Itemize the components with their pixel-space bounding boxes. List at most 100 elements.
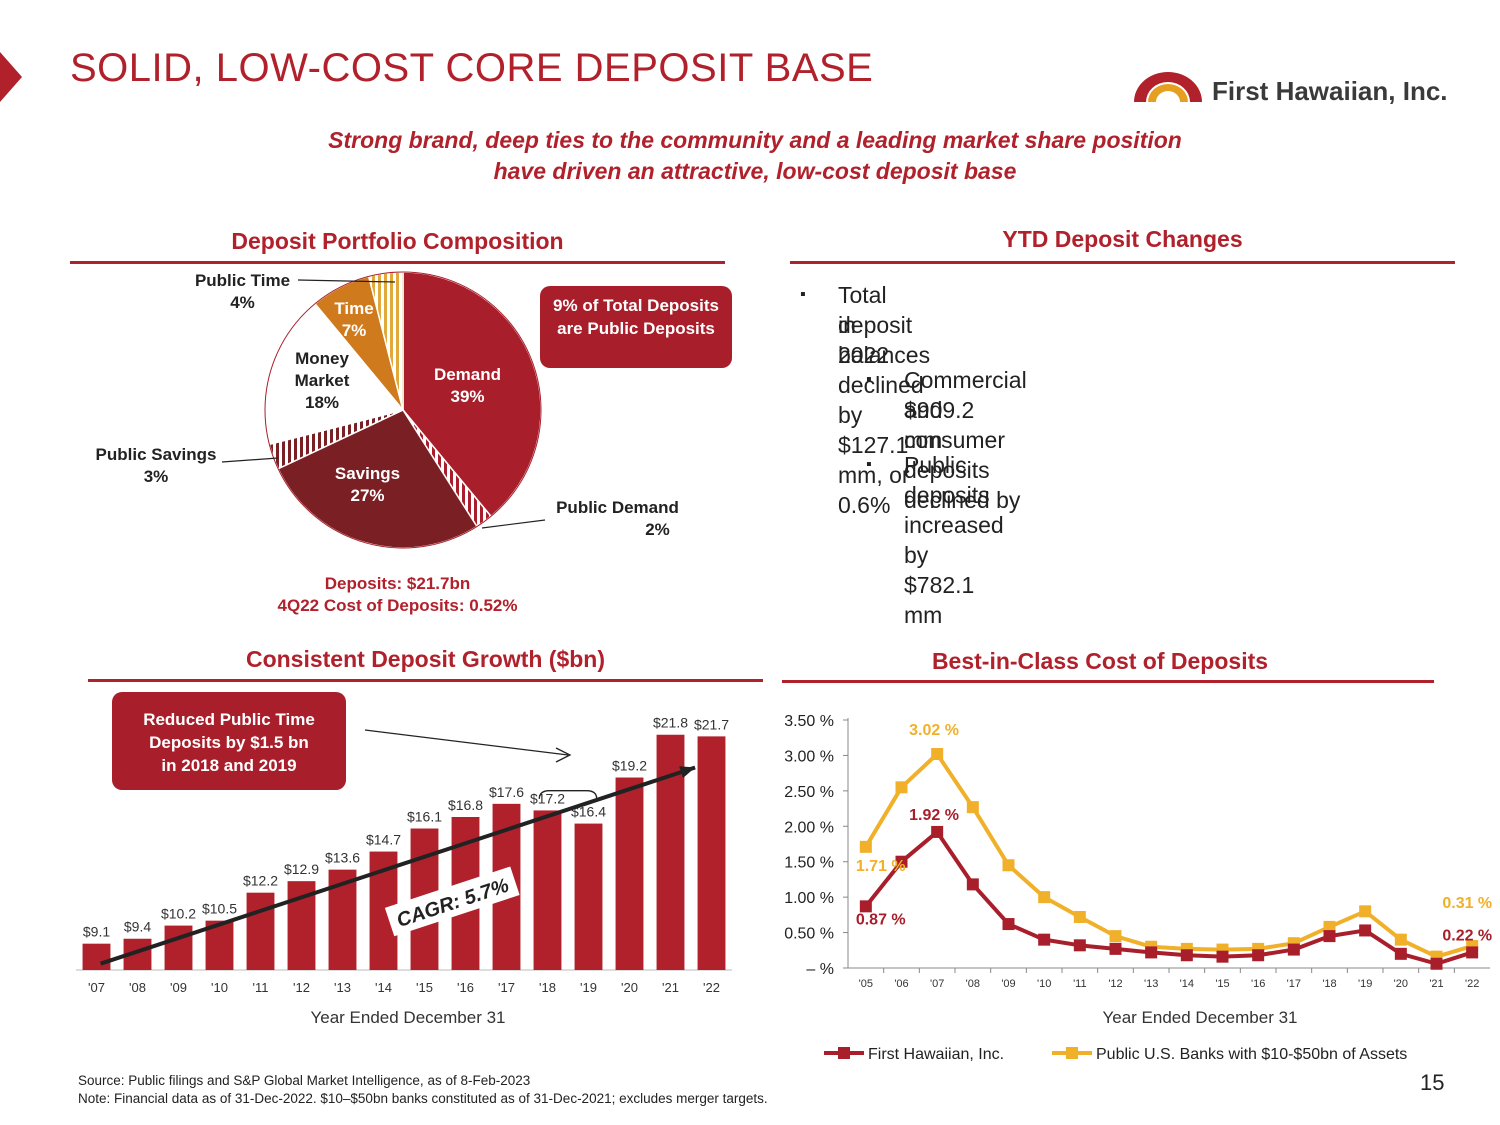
- cost-series-marker: [1109, 942, 1122, 955]
- cost-x-tick: '14: [1180, 978, 1194, 990]
- cost-series-marker: [1394, 947, 1407, 960]
- growth-bar-label: $16.1: [407, 809, 442, 825]
- cost-x-tick: '17: [1287, 978, 1301, 990]
- callout-arrowhead: [555, 747, 572, 763]
- cost-series-marker: [1287, 943, 1300, 956]
- growth-bar-label: $17.6: [489, 784, 524, 800]
- red-corner-tab: [0, 52, 22, 102]
- growth-bar-label: $21.8: [653, 715, 688, 731]
- growth-bar-label: $14.7: [366, 832, 401, 848]
- cost-x-tick: '18: [1322, 978, 1336, 990]
- growth-bar-label: $21.7: [694, 716, 729, 732]
- ytd-bullet-3: Public deposits increased by $782.1 mm: [904, 452, 1004, 628]
- growth-bar-label: $16.8: [448, 797, 483, 813]
- growth-bar-label: $9.4: [124, 919, 151, 935]
- cost-x-tick: '11: [1073, 978, 1087, 990]
- pie-label-time: Time 7%: [334, 299, 374, 340]
- growth-x-tick: '18: [539, 980, 556, 995]
- cost-annotation: 0.87 %: [856, 911, 906, 928]
- cost-annotation: 0.22 %: [1442, 927, 1492, 944]
- cost-rule: [782, 680, 1434, 683]
- cost-series-marker: [966, 801, 979, 814]
- cost-series-marker: [1073, 910, 1086, 923]
- cost-x-tick: '15: [1215, 978, 1229, 990]
- pie-outline: [264, 271, 542, 549]
- growth-x-tick: '07: [88, 980, 105, 995]
- cost-series-marker: [1394, 933, 1407, 946]
- cost-y-tick: 3.00 %: [784, 748, 834, 765]
- cost-series-marker: [931, 825, 944, 838]
- ytd-heading: YTD Deposit Changes: [1002, 226, 1243, 252]
- growth-x-tick: '20: [621, 980, 638, 995]
- cost-series-marker: [966, 878, 979, 891]
- growth-bar-label: $17.2: [530, 790, 565, 806]
- pie-label-money-market: Money Market 18%: [294, 349, 350, 412]
- cost-x-tick: '08: [966, 978, 980, 990]
- cost-y-tick: – %: [806, 961, 834, 978]
- cost-x-tick: '13: [1144, 978, 1158, 990]
- legend-swatch-marker: [838, 1047, 850, 1059]
- cagr-arrowhead: [679, 766, 696, 779]
- callout-arrow-line: [364, 729, 569, 756]
- page-number: 15: [1420, 1070, 1445, 1095]
- cost-series-marker: [1216, 950, 1229, 963]
- cost-series-marker: [895, 781, 908, 794]
- composition-heading: Deposit Portfolio Composition: [231, 228, 564, 254]
- cost-series-marker: [1109, 930, 1122, 943]
- logo: [1130, 68, 1460, 108]
- growth-x-tick: '15: [416, 980, 433, 995]
- cost-x-tick: '10: [1037, 978, 1051, 990]
- cost-series-marker: [1073, 939, 1086, 952]
- rainbow-logo-icon: [1134, 72, 1202, 102]
- pie-label-demand: Demand 39%: [433, 365, 502, 406]
- cost-series-marker: [1430, 957, 1443, 970]
- cost-x-tick: '22: [1465, 978, 1479, 990]
- financial-note: Note: Financial data as of 31-Dec-2022. …: [78, 1091, 768, 1106]
- cost-y-tick: 2.50 %: [784, 784, 834, 801]
- cost-x-tick: '21: [1429, 978, 1443, 990]
- cost-series-marker: [1359, 924, 1372, 937]
- pie-label-public-time: Public Time 4%: [194, 271, 291, 312]
- cost-line-chart: – % 0.50 % 1.00 % 1.50 % 2.00 % 2.50 % 3.00 % 3…: [784, 713, 1492, 1063]
- cost-series-line: [864, 752, 1473, 959]
- cost-series-marker: [1038, 933, 1051, 946]
- growth-bar-label: $10.5: [202, 901, 237, 917]
- growth-bar-label: $19.2: [612, 758, 647, 774]
- growth-bar-label: $9.1: [83, 924, 110, 940]
- growth-bar: [82, 943, 111, 970]
- growth-bar: [615, 777, 644, 970]
- logo-text: First Hawaiian, Inc.: [1212, 76, 1448, 106]
- growth-bar: [246, 892, 275, 970]
- pie-label-public-demand: Public Demand 2%: [556, 498, 679, 539]
- cost-x-tick: '05: [859, 978, 873, 990]
- growth-xaxis-title: Year Ended December 31: [310, 1008, 506, 1027]
- composition-pie-chart: [264, 271, 542, 549]
- cost-series-marker: [1145, 946, 1158, 959]
- cost-annotation: 0.31 %: [1442, 895, 1492, 912]
- cost-annotation: 1.92 %: [909, 807, 959, 824]
- cost-series-line: [864, 829, 1473, 966]
- ytd-bullet-1-line-2: in 2022: [838, 312, 890, 368]
- page-title: SOLID, LOW-COST CORE DEPOSIT BASE: [70, 46, 874, 90]
- growth-x-tick: '16: [457, 980, 474, 995]
- bullet-icon: ▪: [800, 286, 806, 303]
- cagr-trend-line: [99, 765, 696, 966]
- subtitle-line-2: have driven an attractive, low-cost depo…: [493, 158, 1017, 184]
- ytd-rule: [790, 261, 1455, 264]
- growth-x-tick: '13: [334, 980, 351, 995]
- composition-summary: Deposits: $21.7bn 4Q22 Cost of Deposits:…: [277, 574, 518, 615]
- ytd-bullet-2-line-2: $909.2 mm: [904, 397, 975, 453]
- bullet-icon: ▪: [866, 456, 872, 473]
- cost-y-tick: 3.50 %: [784, 713, 834, 730]
- cost-series-marker: [1323, 920, 1336, 933]
- source-note: Source: Public filings and S&P Global Ma…: [78, 1073, 531, 1088]
- cost-y-tick: 0.50 %: [784, 926, 834, 943]
- cost-y-tick: 1.00 %: [784, 890, 834, 907]
- footnotes: Source: Public filings and S&P Global Ma…: [78, 1072, 768, 1108]
- public-deposits-callout: 9% of Total Deposits are Public Deposits: [540, 286, 732, 368]
- cost-series-marker: [859, 900, 872, 913]
- growth-x-tick: '10: [211, 980, 228, 995]
- growth-x-tick: '08: [129, 980, 146, 995]
- growth-x-tick: '14: [375, 980, 392, 995]
- composition-rule: [70, 261, 725, 264]
